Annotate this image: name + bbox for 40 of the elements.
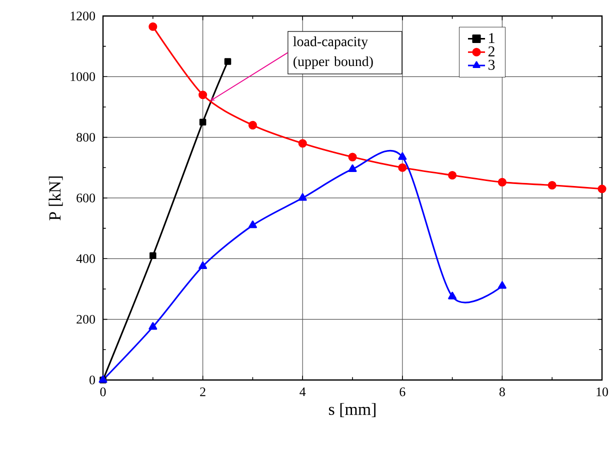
point: [548, 180, 556, 190]
point: [248, 220, 257, 228]
y-tick-label: 1200: [70, 12, 96, 20]
point: [198, 90, 208, 100]
x-tick-label: 6: [400, 387, 406, 396]
x-tick-label: 10: [596, 387, 608, 396]
y-tick-label: 1000: [70, 72, 96, 82]
point: [298, 139, 307, 148]
point: [498, 178, 506, 186]
point: [598, 184, 606, 194]
y-tick-label: 600: [76, 194, 96, 202]
point: [498, 281, 506, 289]
point: [199, 118, 206, 126]
legend-label: 2: [488, 46, 494, 56]
point: [448, 292, 457, 300]
point: [398, 163, 407, 172]
x-axis-title: s [mm]: [328, 403, 376, 418]
point: [150, 252, 156, 260]
point: [348, 152, 357, 162]
y-tick-label: 200: [76, 314, 96, 324]
y-tick-label: 400: [76, 254, 96, 264]
x-tick-label: 8: [499, 387, 505, 396]
point: [398, 152, 407, 160]
point: [248, 120, 257, 130]
y-tick-label: 800: [76, 132, 96, 142]
x-tick-label: 2: [200, 387, 206, 396]
legend-label: 3: [488, 60, 495, 70]
point: [348, 164, 357, 172]
point: [448, 170, 457, 180]
annotation: load-capacity (upper bound): [293, 36, 373, 69]
point: [298, 193, 307, 201]
x-tick-label: 4: [300, 387, 306, 396]
legend-label: 1: [489, 33, 494, 43]
y-tick-label: 0: [90, 376, 96, 384]
x-tick-label: 0: [100, 387, 106, 396]
point: [198, 261, 208, 270]
point: [148, 22, 158, 31]
y-axis-title: P [kN]: [48, 176, 63, 220]
point: [224, 58, 232, 65]
point: [148, 322, 158, 330]
